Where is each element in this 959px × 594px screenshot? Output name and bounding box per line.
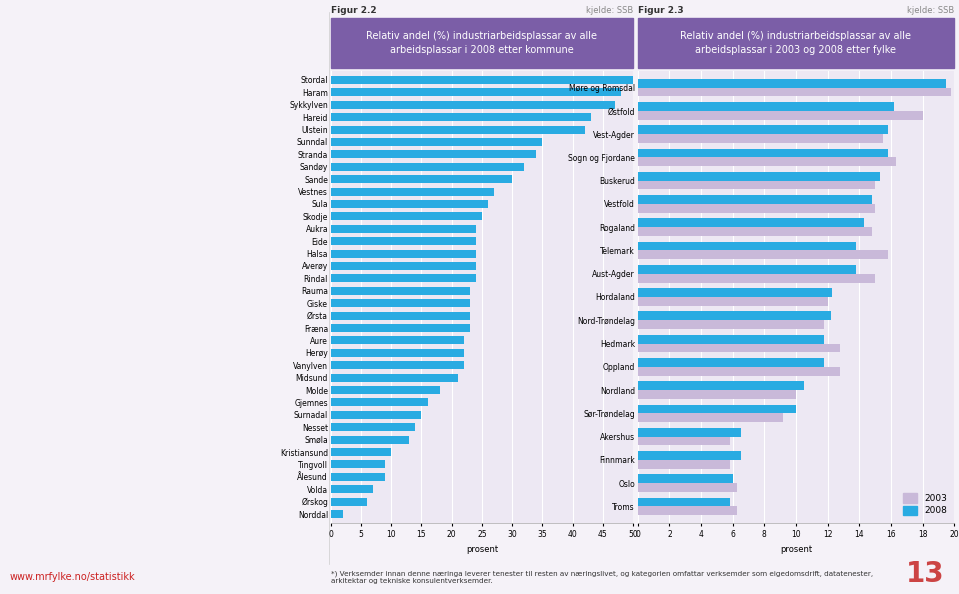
Bar	[331, 262, 476, 270]
Bar	[331, 188, 494, 195]
Bar	[638, 405, 796, 413]
Bar	[638, 507, 737, 515]
Bar	[331, 485, 373, 493]
Bar	[331, 361, 464, 369]
Bar	[638, 475, 733, 483]
Bar	[331, 225, 476, 233]
Bar	[331, 237, 476, 245]
Bar	[331, 213, 482, 220]
Bar	[638, 148, 888, 157]
Bar	[638, 195, 872, 204]
Bar	[638, 111, 923, 119]
Bar	[638, 102, 894, 111]
Bar	[331, 435, 409, 444]
Bar	[638, 451, 740, 460]
Bar	[331, 448, 391, 456]
Bar	[638, 483, 737, 492]
Bar	[331, 175, 512, 183]
Bar	[331, 411, 422, 419]
Bar	[638, 227, 872, 236]
Bar	[331, 312, 470, 320]
Bar	[331, 473, 386, 481]
Bar	[638, 181, 876, 189]
Text: Figur 2.2: Figur 2.2	[331, 6, 377, 15]
Bar	[638, 242, 856, 251]
Text: Relativ andel (%) industriarbeidsplassar av alle
arbeidsplassar i 2003 og 2008 e: Relativ andel (%) industriarbeidsplassar…	[681, 31, 911, 55]
Bar	[638, 134, 883, 143]
Text: kjelde: SSB: kjelde: SSB	[907, 6, 954, 15]
Bar	[638, 334, 825, 343]
Bar	[331, 138, 543, 146]
Bar	[638, 79, 947, 87]
Bar	[331, 113, 591, 121]
Bar	[638, 204, 876, 213]
Bar	[638, 428, 740, 437]
Bar	[638, 367, 840, 375]
Bar	[638, 460, 730, 469]
Bar	[638, 381, 804, 390]
Bar	[638, 320, 825, 329]
Bar	[331, 200, 488, 208]
Bar	[638, 311, 830, 320]
Bar	[331, 163, 525, 171]
Bar	[331, 336, 464, 345]
Bar	[331, 349, 464, 357]
Bar	[638, 437, 730, 446]
Bar	[638, 274, 876, 283]
Text: Relativ andel (%) industriarbeidsplassar av alle
arbeidsplassar i 2008 etter kom: Relativ andel (%) industriarbeidsplassar…	[366, 31, 597, 55]
Text: *) Verksemder innan denne næringa leverer tenester til resten av næringslivet, o: *) Verksemder innan denne næringa levere…	[331, 570, 873, 584]
Bar	[331, 150, 536, 159]
Bar	[638, 358, 825, 367]
Bar	[331, 299, 470, 307]
Text: www.mrfylke.no/statistikk: www.mrfylke.no/statistikk	[10, 572, 135, 582]
Bar	[331, 89, 620, 96]
Bar	[638, 265, 856, 274]
Bar	[331, 324, 470, 332]
Bar	[638, 125, 888, 134]
Bar	[638, 413, 784, 422]
Bar	[638, 87, 951, 96]
Bar	[331, 460, 386, 469]
Bar	[638, 343, 840, 352]
Bar	[331, 101, 615, 109]
X-axis label: prosent: prosent	[780, 545, 812, 554]
Bar	[331, 287, 470, 295]
Bar	[331, 76, 633, 84]
Bar	[331, 386, 439, 394]
X-axis label: prosent: prosent	[466, 545, 498, 554]
Text: 13: 13	[906, 560, 945, 588]
Bar	[331, 399, 428, 406]
Bar	[638, 251, 888, 260]
Bar	[638, 390, 796, 399]
Bar	[638, 297, 828, 306]
Bar	[331, 374, 457, 381]
Bar	[638, 172, 879, 181]
Bar	[331, 249, 476, 258]
Bar	[331, 125, 585, 134]
Bar	[638, 219, 864, 227]
Text: Figur 2.3: Figur 2.3	[638, 6, 684, 15]
Text: kjelde: SSB: kjelde: SSB	[586, 6, 633, 15]
Bar	[331, 510, 343, 518]
Bar	[331, 498, 367, 505]
Bar	[638, 157, 896, 166]
Bar	[638, 498, 730, 507]
Bar	[331, 423, 415, 431]
Bar	[331, 274, 476, 282]
Legend: 2003, 2008: 2003, 2008	[901, 491, 949, 518]
Bar	[638, 288, 832, 297]
